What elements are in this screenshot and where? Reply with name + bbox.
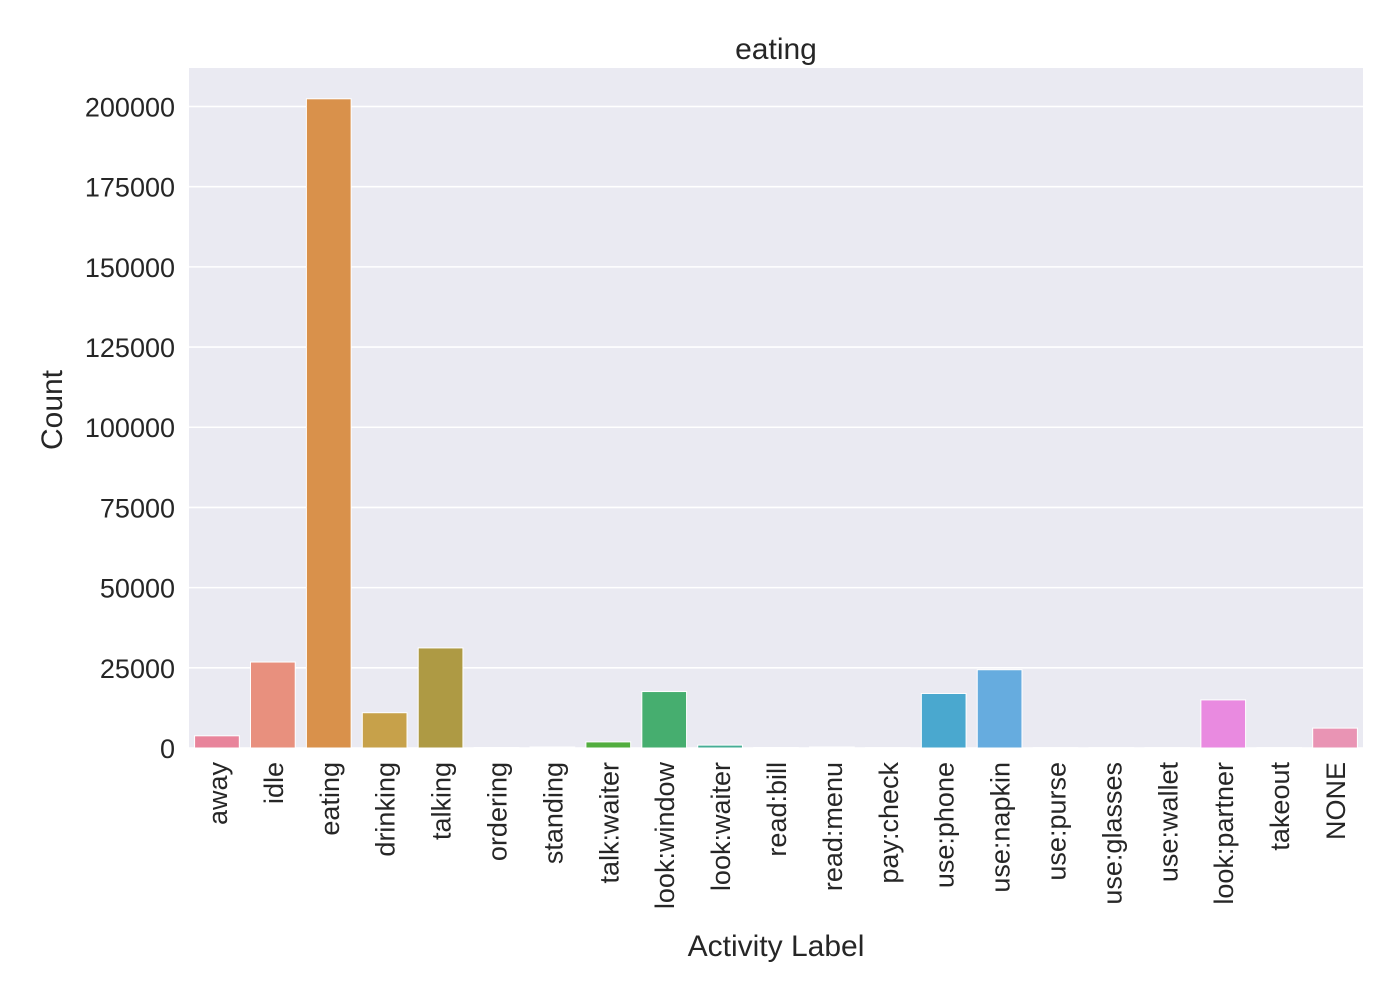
bar-talk-waiter — [586, 742, 631, 748]
x-tick-label: look:partner — [1209, 762, 1239, 905]
bar-away — [195, 736, 240, 748]
x-tick-label: look:window — [650, 762, 680, 910]
y-axis-label: Count — [36, 369, 69, 450]
plot-background — [189, 68, 1363, 748]
x-tick-label: look:waiter — [706, 762, 736, 891]
y-tick-labels: 0 25000 50000 75000 100000 125000 150000 175000… — [85, 92, 175, 764]
x-tick-label: pay:check — [874, 762, 904, 884]
y-tick-label: 25000 — [100, 654, 175, 684]
x-tick-label: read:menu — [818, 762, 848, 891]
bar-talking — [418, 648, 463, 748]
x-tick-label: eating — [315, 762, 345, 836]
x-tick-label: use:glasses — [1097, 762, 1127, 905]
x-tick-label: idle — [259, 762, 289, 804]
bar-look-partner — [1201, 700, 1246, 748]
bar-look-waiter — [698, 745, 743, 748]
y-tick-label: 100000 — [85, 413, 175, 443]
y-tick-label: 175000 — [85, 173, 175, 203]
bar-use-phone — [921, 693, 966, 748]
y-tick-label: 0 — [160, 734, 175, 764]
x-tick-label: use:phone — [930, 762, 960, 888]
y-tick-label: 125000 — [85, 333, 175, 363]
x-tick-label: use:purse — [1042, 762, 1072, 881]
y-tick-label: 150000 — [85, 253, 175, 283]
bar-eating — [306, 99, 351, 748]
x-tick-label: read:bill — [762, 762, 792, 857]
y-tick-label: 200000 — [85, 92, 175, 122]
x-axis-label: Activity Label — [688, 930, 865, 963]
x-tick-label: use:wallet — [1153, 762, 1183, 883]
bar-read-menu — [810, 747, 855, 748]
bar-standing — [530, 747, 575, 748]
x-tick-label: drinking — [371, 762, 401, 857]
y-tick-label: 75000 — [100, 493, 175, 523]
bar-none — [1313, 728, 1358, 748]
x-tick-label: standing — [538, 762, 568, 864]
x-tick-label: talking — [427, 762, 457, 840]
x-tick-label: use:napkin — [986, 762, 1016, 893]
chart-title: eating — [735, 33, 817, 66]
x-tick-label: talk:waiter — [594, 762, 624, 884]
x-tick-label: ordering — [482, 762, 512, 861]
bar-idle — [250, 662, 295, 748]
bar-use-napkin — [977, 670, 1022, 748]
x-tick-label: takeout — [1265, 762, 1295, 851]
x-tick-label: away — [203, 762, 233, 826]
bar-look-window — [642, 692, 687, 748]
x-tick-labels: away idle eating drinking talking ordering sta… — [203, 762, 1351, 910]
y-tick-label: 50000 — [100, 574, 175, 604]
x-tick-label: NONE — [1321, 762, 1351, 840]
bar-drinking — [362, 713, 407, 748]
